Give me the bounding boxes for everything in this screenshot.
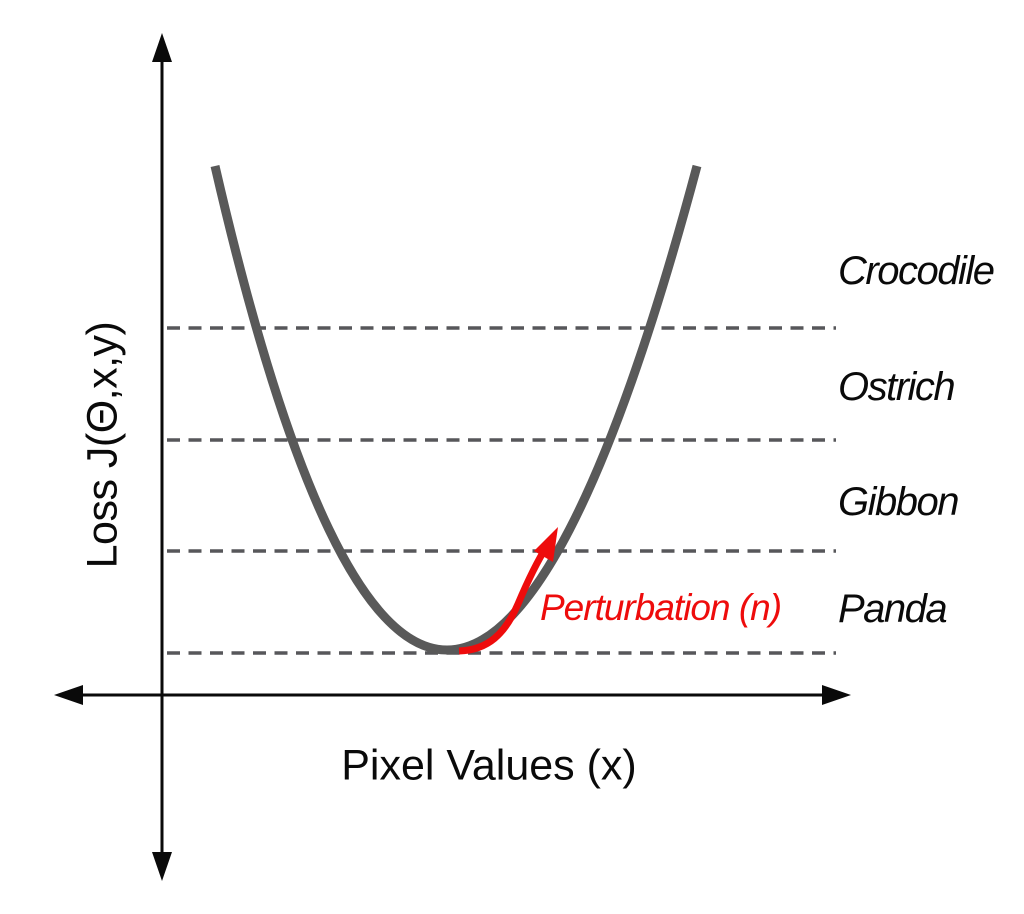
perturbation-arrow-shaft (458, 544, 550, 655)
loss-curve (210, 164, 702, 655)
class-label-gibbon: Gibbon (838, 480, 959, 524)
class-label-ostrich: Ostrich (838, 365, 956, 409)
y-axis-arrowhead-up-icon (152, 33, 172, 62)
x-axis-label: Pixel Values (x) (341, 741, 637, 790)
y-axis-arrowhead-down-icon (152, 852, 172, 881)
perturbation-arrowhead-icon (534, 527, 558, 562)
class-label-panda: Panda (838, 587, 948, 631)
perturbation-label: Perturbation (n) (540, 587, 782, 628)
x-axis-arrowhead-right-icon (822, 685, 851, 705)
x-axis-arrowhead-left-icon (54, 685, 83, 705)
y-axis-label: Loss J(Θ,x,y) (78, 321, 127, 569)
class-label-crocodile: Crocodile (838, 249, 995, 293)
